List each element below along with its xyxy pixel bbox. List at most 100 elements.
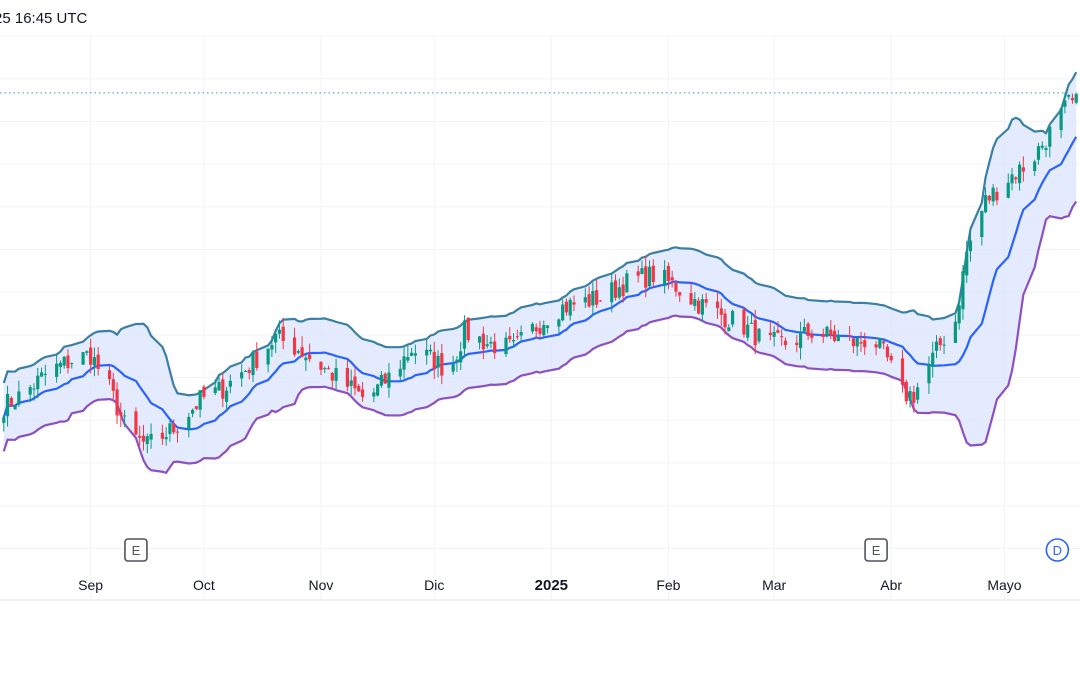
candle-body <box>308 354 312 360</box>
candle-body <box>466 317 470 341</box>
candle-body <box>70 363 74 365</box>
candle-body <box>610 282 614 303</box>
candle-body <box>942 344 946 346</box>
candle-body <box>134 411 138 435</box>
candle-body <box>727 327 731 332</box>
candle-body <box>504 337 508 355</box>
candle-body <box>66 355 70 369</box>
candle-body <box>164 437 168 440</box>
candle-body <box>296 351 300 353</box>
candle-body <box>859 342 863 344</box>
candle-body <box>617 287 621 298</box>
x-tick-label: Feb <box>656 577 680 593</box>
candle-body <box>485 344 489 347</box>
candle-body <box>995 191 999 201</box>
candle-body <box>43 373 47 375</box>
candle-body <box>477 336 482 343</box>
candle-body <box>564 301 569 313</box>
candle-body <box>330 372 334 381</box>
candle-body <box>300 347 304 357</box>
candle-body <box>138 435 142 438</box>
candle-body <box>557 319 561 327</box>
candle-body <box>545 325 550 328</box>
candle-body <box>795 342 799 346</box>
candle-body <box>636 271 640 276</box>
band-fill <box>3 72 1077 473</box>
event-label[interactable]: D <box>1053 543 1062 558</box>
candle-body <box>810 334 814 338</box>
candle-body <box>349 380 353 386</box>
candle-body <box>489 341 493 344</box>
candle-body <box>961 271 965 310</box>
candle-body <box>855 338 859 347</box>
candle-body <box>900 358 905 385</box>
candle-body <box>17 391 21 405</box>
candle-body <box>561 304 565 321</box>
candle-body <box>228 380 232 387</box>
candle-body <box>266 348 270 365</box>
candle-body <box>1010 174 1014 184</box>
candle-body <box>172 423 176 433</box>
candle-body <box>591 290 595 306</box>
candle-body <box>413 353 417 356</box>
candle-body <box>240 372 244 379</box>
candle-body <box>493 341 497 354</box>
candle-body <box>802 326 806 332</box>
candle-body <box>715 301 720 308</box>
candle-body <box>651 265 655 283</box>
candle-body <box>13 405 17 410</box>
candle-body <box>353 376 357 389</box>
candle-body <box>213 387 217 394</box>
candle-body <box>9 397 13 407</box>
candle-body <box>697 300 701 314</box>
candle-body <box>534 327 538 332</box>
candle-body <box>719 308 723 315</box>
candle-body <box>459 351 463 363</box>
candle-body <box>776 330 780 333</box>
candle-body <box>798 332 803 349</box>
candle-body <box>251 352 255 376</box>
candle-body <box>28 387 32 395</box>
candle-body <box>1017 164 1022 184</box>
candle-body <box>587 294 591 307</box>
candle-body <box>387 372 391 388</box>
middle-band-line <box>2 136 1078 431</box>
event-label[interactable]: E <box>872 543 881 558</box>
candle-body <box>175 431 180 433</box>
candle-body <box>647 266 652 287</box>
candle-body <box>58 362 63 367</box>
candle-body <box>406 357 410 361</box>
candle-body <box>957 305 961 324</box>
candle-body <box>666 265 670 282</box>
candle-body <box>530 323 535 332</box>
candle-body <box>825 326 829 336</box>
candle-body <box>345 367 350 387</box>
candle-body <box>863 340 867 348</box>
candle-body <box>723 313 727 328</box>
candle-body <box>255 351 259 368</box>
candle-body <box>519 332 523 336</box>
candle-body <box>730 310 735 325</box>
candle-body <box>753 320 757 346</box>
candle-body <box>379 374 383 386</box>
candle-body <box>598 300 603 302</box>
candle-body <box>96 354 100 369</box>
candle-body <box>625 273 629 293</box>
x-tick-label: Oct <box>193 577 215 593</box>
candle-body <box>198 390 202 410</box>
candle-body <box>119 412 123 416</box>
event-label[interactable]: E <box>132 543 141 558</box>
candle-body <box>783 340 788 346</box>
candle-body <box>326 368 331 370</box>
candle-body <box>821 333 825 337</box>
dividend-marker <box>1045 538 1070 562</box>
candle-body <box>224 390 229 402</box>
candle-body <box>1059 108 1063 131</box>
candle-body <box>55 363 59 377</box>
candle-body <box>274 333 278 343</box>
candle-body <box>92 357 97 366</box>
candle-body <box>455 359 459 362</box>
candle-body <box>912 391 916 403</box>
candle-body <box>398 368 402 377</box>
